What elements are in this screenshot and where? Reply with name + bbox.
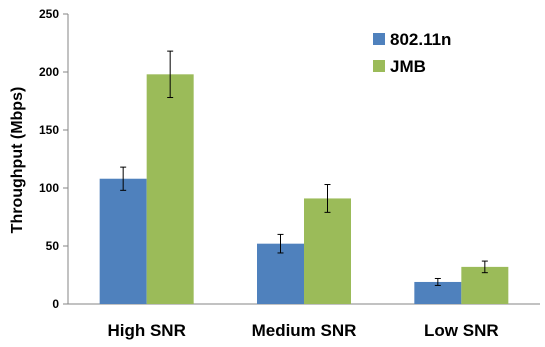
x-category-label: Medium SNR	[252, 321, 357, 340]
y-tick-label: 100	[39, 181, 59, 195]
y-tick-label: 250	[39, 7, 59, 21]
bar	[257, 243, 304, 304]
bar	[99, 178, 147, 304]
legend: 802.11n JMB	[373, 30, 451, 76]
y-tick-label: 200	[39, 65, 59, 79]
labels: 0 50 100 150 200 250 High SNR Medium SNR Low SNR	[39, 7, 499, 340]
y-axis-title: Throughput (Mbps)	[9, 87, 26, 234]
bars	[99, 50, 509, 304]
legend-label: 802.11n	[390, 30, 451, 49]
legend-swatch	[373, 60, 385, 72]
legend-label: JMB	[390, 57, 426, 76]
x-category-label: Low SNR	[424, 321, 499, 340]
y-tick-label: 150	[39, 123, 59, 137]
y-tick-label: 0	[52, 297, 59, 311]
legend-swatch	[373, 33, 385, 45]
y-tick-label: 50	[46, 239, 60, 253]
x-category-label: High SNR	[107, 321, 185, 340]
bar	[304, 198, 351, 304]
bar	[146, 74, 194, 304]
bar	[414, 281, 462, 304]
